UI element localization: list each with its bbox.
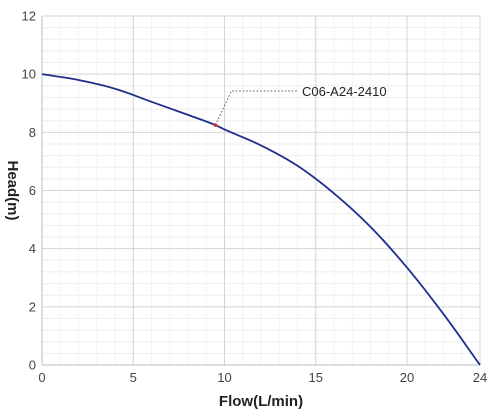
y-tick-label-6: 6 [29,183,36,198]
x-tick-label-15: 15 [309,370,323,385]
x-tick-label-5: 5 [130,370,137,385]
y-axis-title: Head(m) [4,160,21,220]
x-tick-labels: 0 5 10 15 20 24 [38,370,487,385]
y-tick-label-2: 2 [29,299,36,314]
x-tick-label-0: 0 [38,370,45,385]
plot-frame [41,16,480,366]
y-tick-label-10: 10 [22,67,36,82]
x-tick-label-10: 10 [217,370,231,385]
y-tick-label-8: 8 [29,125,36,140]
annotation-label: C06-A24-2410 [302,84,387,99]
series-layer [41,73,481,366]
x-tick-label-24: 24 [473,370,487,385]
y-tick-label-12: 12 [22,9,36,24]
annotation-leader-line [214,90,298,126]
y-tick-label-0: 0 [29,358,36,373]
series-line-0 [41,73,481,366]
y-tick-label-4: 4 [29,241,36,256]
y-tick-labels: 0 2 4 6 8 10 12 [22,9,36,373]
x-axis-title: Flow(L/min) [219,393,303,410]
annotation-layer: C06-A24-2410 [213,84,387,127]
x-tick-label-20: 20 [400,370,414,385]
annotation-marker [213,123,218,127]
